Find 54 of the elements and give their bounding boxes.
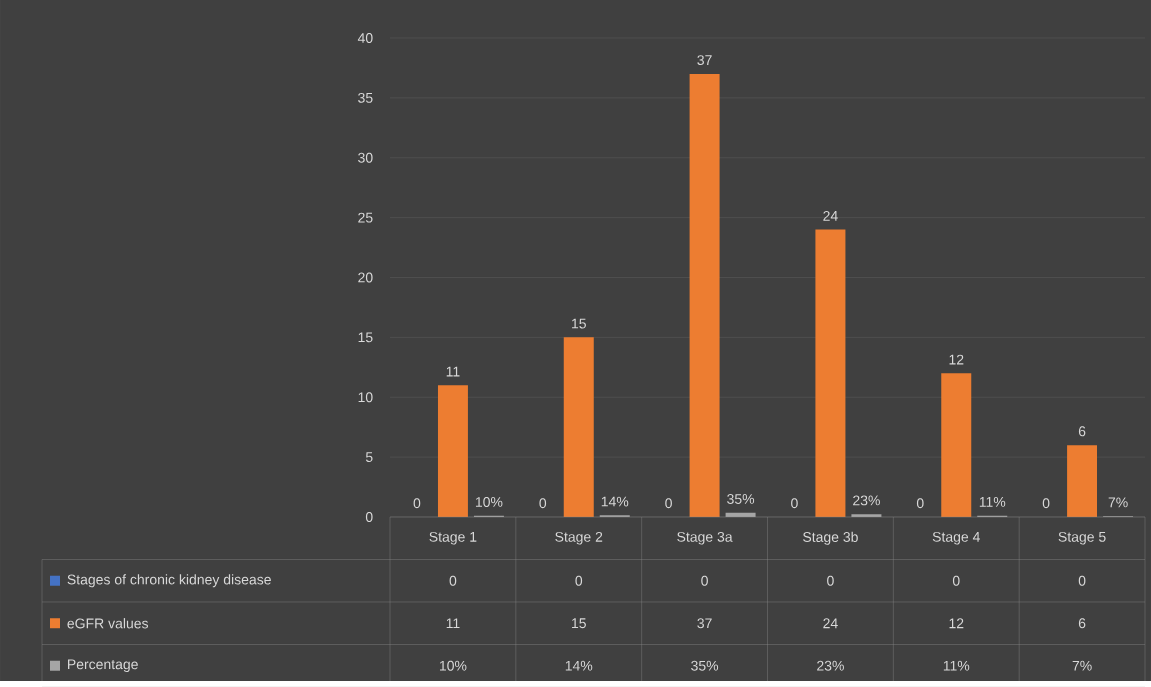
y-tick-label: 0 [365, 511, 373, 522]
x-tick-label: Stage 1 [429, 531, 477, 545]
text: 23% [853, 495, 880, 506]
data-label: 11 [446, 618, 460, 628]
data-label: 23% [817, 660, 844, 671]
text: 11% [979, 496, 1006, 507]
data-label: 11% [943, 660, 970, 671]
text: 11 [446, 366, 460, 377]
text: 14% [601, 496, 629, 507]
text: 37 [697, 55, 712, 65]
y-tick-label: 10 [358, 392, 373, 403]
y-tick-label: 35 [358, 92, 373, 103]
text: 7% [1108, 497, 1128, 508]
text: 12 [949, 354, 964, 365]
text: 0 [791, 498, 798, 509]
data-label: 0 [575, 575, 583, 586]
data-label: 35% [691, 660, 719, 671]
data-label: 7% [1072, 660, 1092, 671]
text: 0 [916, 498, 924, 509]
data-label: 24 [823, 618, 838, 629]
text: 35% [727, 493, 755, 504]
text: 0 [413, 498, 421, 509]
data-label: 14% [565, 660, 593, 671]
x-tick-label: Stage 2 [555, 531, 603, 545]
y-tick-label: 15 [358, 332, 373, 343]
data-label: 10% [439, 660, 467, 671]
text: 0 [539, 498, 547, 509]
data-label: 12 [949, 618, 964, 629]
data-label: 0 [952, 575, 960, 586]
text: 15 [572, 318, 586, 329]
y-tick-label: 25 [358, 212, 373, 223]
y-tick-label: 20 [358, 272, 373, 283]
text: 6 [1078, 426, 1086, 437]
y-tick-label: 40 [357, 32, 373, 43]
text: 0 [1042, 498, 1050, 509]
data-label: 6 [1078, 618, 1086, 629]
text: 0 [665, 498, 672, 509]
legend-label: eGFR values [67, 618, 149, 629]
x-tick-label: Stage 3a [677, 531, 733, 545]
data-label: 0 [827, 575, 834, 586]
text: 24 [823, 210, 838, 221]
data-label: 15 [572, 618, 586, 629]
data-label: 0 [701, 575, 708, 586]
x-tick-label: Stage 4 [932, 531, 980, 545]
data-label: 0 [1078, 575, 1086, 586]
legend-label: Stages of chronic kidney disease [67, 574, 271, 588]
data-label: 0 [449, 575, 457, 586]
legend-label: Percentage [68, 659, 138, 672]
x-tick-label: Stage 5 [1058, 531, 1106, 545]
data-label: 37 [697, 618, 712, 629]
x-tick-label: Stage 3b [803, 531, 858, 545]
text: 10% [475, 496, 503, 507]
y-tick-label: 5 [365, 452, 373, 462]
y-tick-label: 30 [358, 152, 373, 163]
